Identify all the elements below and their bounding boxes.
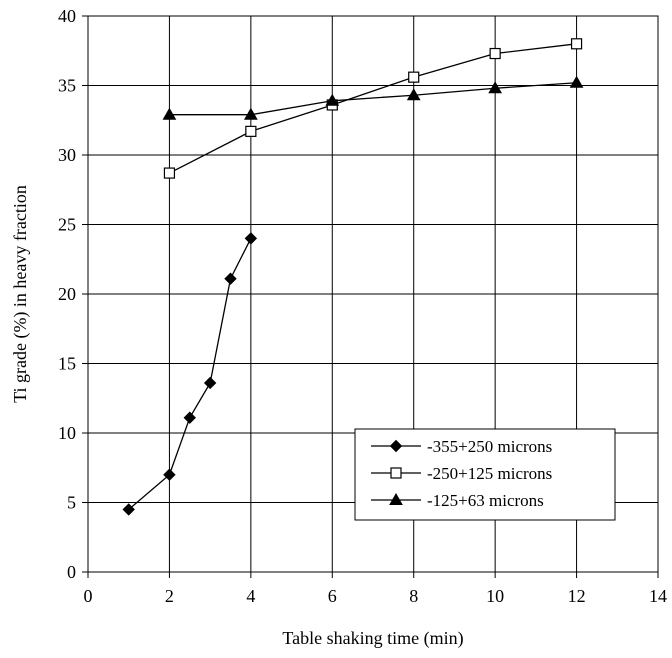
data-point xyxy=(163,468,176,481)
legend-item: -355+250 microns xyxy=(371,437,552,456)
y-tick-label: 25 xyxy=(58,215,76,235)
data-point xyxy=(244,232,258,245)
legend-marker xyxy=(389,439,403,453)
y-tick-label: 40 xyxy=(58,6,76,26)
legend-item: -125+63 microns xyxy=(371,491,544,510)
y-tick-label: 20 xyxy=(58,284,76,304)
series-layer xyxy=(122,38,584,516)
series-line xyxy=(169,82,577,116)
data-point xyxy=(122,503,135,516)
data-point xyxy=(489,47,501,60)
data-point xyxy=(224,272,237,285)
y-tick-label: 0 xyxy=(67,562,76,582)
x-tick-label: 0 xyxy=(84,586,93,606)
legend-label: -125+63 microns xyxy=(427,491,544,510)
data-point xyxy=(408,71,420,83)
x-tick-label: 10 xyxy=(486,586,504,606)
series-3 xyxy=(162,75,584,120)
legend-label: -355+250 microns xyxy=(427,437,552,456)
series-1 xyxy=(122,232,258,516)
data-point xyxy=(203,376,217,390)
data-point xyxy=(325,93,340,106)
x-tick-label: 14 xyxy=(649,586,667,606)
data-point xyxy=(488,81,503,94)
x-tick-label: 12 xyxy=(568,586,586,606)
y-tick-label: 15 xyxy=(58,354,76,374)
series-line xyxy=(169,43,577,174)
data-point xyxy=(245,125,257,137)
x-axis: 0 2 4 6 8 10 12 14 xyxy=(84,572,667,606)
legend-label: -250+125 microns xyxy=(427,464,552,483)
x-tick-label: 8 xyxy=(409,586,418,606)
legend-item: -250+125 microns xyxy=(371,464,552,483)
y-tick-label: 30 xyxy=(58,145,76,165)
y-axis-title: Ti grade (%) in heavy fraction xyxy=(10,185,31,403)
data-point xyxy=(243,107,258,120)
data-point xyxy=(570,38,583,50)
data-point xyxy=(406,88,421,101)
x-tick-label: 2 xyxy=(165,586,174,606)
series-line xyxy=(128,238,252,510)
legend-marker xyxy=(389,492,403,505)
y-tick-label: 10 xyxy=(58,423,76,443)
y-tick-label: 35 xyxy=(58,76,76,96)
data-point xyxy=(569,75,584,88)
x-axis-title: Table shaking time (min) xyxy=(282,628,463,649)
legend: -355+250 microns -250+125 microns -125+63 … xyxy=(354,428,616,521)
data-point xyxy=(162,107,177,120)
data-point xyxy=(183,411,196,424)
y-axis: 0 5 10 15 20 25 30 35 40 xyxy=(58,6,88,582)
x-tick-label: 4 xyxy=(246,586,255,606)
data-point xyxy=(163,167,176,179)
series-2 xyxy=(163,38,583,179)
x-tick-label: 6 xyxy=(328,586,337,606)
y-tick-label: 5 xyxy=(67,493,76,513)
legend-marker xyxy=(390,467,402,479)
